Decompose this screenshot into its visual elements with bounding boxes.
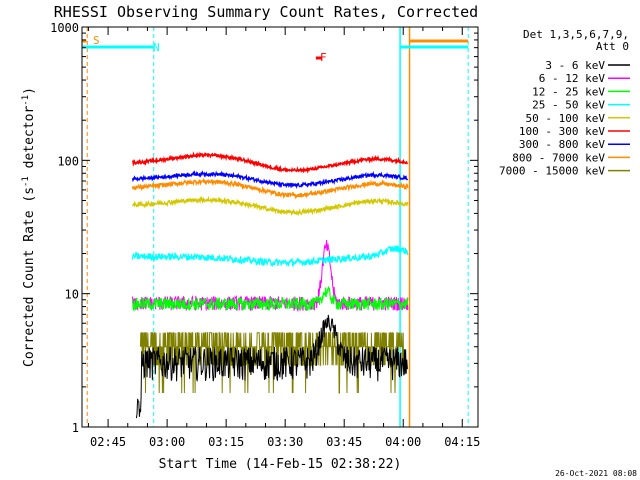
- legend-entry-label: 50 - 100 keV: [526, 112, 606, 125]
- legend-entry-label: 3 - 6 keV: [545, 59, 605, 72]
- y-axis-label-sup2: -1: [21, 95, 31, 106]
- y-tick-label: 100: [57, 154, 79, 168]
- x-tick-label: 03:15: [208, 435, 244, 449]
- footer-timestamp: 26-Oct-2021 08:08: [555, 469, 637, 478]
- legend-entry-label: 7000 - 15000 keV: [499, 165, 605, 178]
- x-axis-label: Start Time (14-Feb-15 02:38:22): [159, 457, 402, 472]
- y-axis-label-mid: detector: [22, 106, 37, 177]
- series-line-50-100-kev: [131, 195, 409, 217]
- plot-frame: [81, 26, 479, 428]
- flag-label-n: N: [153, 41, 160, 54]
- legend-entry-label: 25 - 50 keV: [532, 99, 605, 112]
- series-line-25-50-kev: [131, 245, 409, 268]
- x-tick-label: 04:00: [385, 435, 421, 449]
- series-line-7000-15000-kev: [139, 332, 405, 394]
- y-axis-label: Corrected Count Rate (s-1 detector-1): [21, 87, 37, 367]
- x-axis: 02:45 03:00 03:15 03:30 03:45 04:00 04:15: [87, 27, 480, 449]
- legend-header-detectors: Det 1,3,5,6,7,9,: [523, 28, 629, 41]
- legend-entry-label: 12 - 25 keV: [532, 85, 605, 98]
- y-axis-label-sup1: -1: [21, 176, 31, 187]
- legend-entry-label: 100 - 300 keV: [519, 125, 605, 138]
- flag-label-s: S: [93, 34, 100, 47]
- y-tick-label: 1000: [50, 21, 79, 35]
- legend-entry-label: 6 - 12 keV: [539, 72, 606, 85]
- series-line-100-300-kev: [131, 151, 408, 174]
- y-axis-label-end: ): [22, 87, 37, 95]
- x-tick-label: 03:30: [267, 435, 303, 449]
- y-tick-label: 1: [72, 421, 79, 435]
- x-tick-label: 04:15: [444, 435, 480, 449]
- flag-label-f: F: [320, 51, 327, 64]
- series-line-800-7000-kev: [131, 177, 409, 200]
- chart-title: RHESSI Observing Summary Count Rates, Co…: [54, 3, 478, 21]
- series-line-12-25-kev: [131, 286, 409, 312]
- series-line-3-6-kev: [135, 314, 408, 419]
- x-tick-label: 03:45: [326, 435, 362, 449]
- series-line-300-800-kev: [131, 169, 409, 190]
- legend-entry-label: 800 - 7000 keV: [512, 151, 605, 164]
- legend-entry-label: 300 - 800 keV: [519, 138, 605, 151]
- legend-header-attenuator: Att 0: [596, 40, 629, 53]
- y-tick-label: 10: [65, 288, 79, 302]
- x-tick-label: 03:00: [149, 435, 185, 449]
- y-axis: 1 10 100 1000: [50, 21, 478, 435]
- x-tick-label: 02:45: [90, 435, 126, 449]
- y-axis-label-main: Corrected Count Rate (s: [22, 187, 37, 367]
